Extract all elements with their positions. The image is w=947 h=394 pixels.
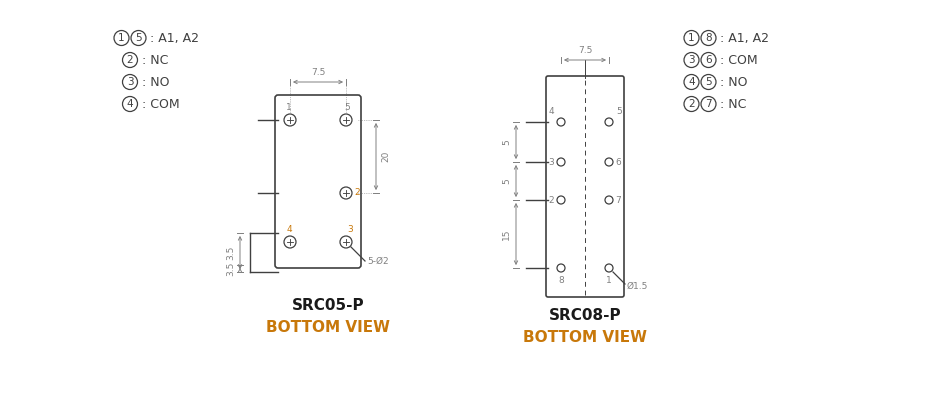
Text: 4: 4 (127, 99, 134, 109)
Text: : NC: : NC (720, 97, 746, 110)
Text: : NC: : NC (141, 54, 168, 67)
Text: : A1, A2: : A1, A2 (720, 32, 769, 45)
Text: : COM: : COM (141, 97, 179, 110)
Text: 8: 8 (706, 33, 712, 43)
Text: : COM: : COM (720, 54, 758, 67)
Text: 2: 2 (354, 188, 360, 197)
Text: 7: 7 (706, 99, 712, 109)
Text: 7: 7 (615, 195, 620, 204)
Text: 7.5: 7.5 (578, 46, 592, 55)
Text: SRC05-P: SRC05-P (292, 297, 365, 312)
Text: 1: 1 (118, 33, 125, 43)
Text: 8: 8 (558, 276, 563, 285)
Text: 2: 2 (688, 99, 695, 109)
Text: 7.5: 7.5 (311, 68, 325, 77)
Text: 5: 5 (135, 33, 142, 43)
Text: 3.5: 3.5 (226, 261, 235, 276)
Text: 4: 4 (688, 77, 695, 87)
Text: 1: 1 (606, 276, 612, 285)
Text: 1: 1 (286, 103, 292, 112)
Text: 3: 3 (347, 225, 352, 234)
Text: 5: 5 (616, 107, 622, 116)
Text: 2: 2 (548, 195, 554, 204)
Text: : NO: : NO (720, 76, 747, 89)
Text: 15: 15 (502, 228, 511, 240)
Text: 3: 3 (127, 77, 134, 87)
Text: 3: 3 (548, 158, 554, 167)
Text: 4: 4 (286, 225, 292, 234)
Text: SRC08-P: SRC08-P (548, 307, 621, 323)
Text: 3.5: 3.5 (226, 245, 235, 260)
Text: 5: 5 (502, 178, 511, 184)
Text: BOTTOM VIEW: BOTTOM VIEW (266, 320, 390, 336)
Text: 20: 20 (381, 151, 390, 162)
Text: Ø1.5: Ø1.5 (627, 281, 649, 290)
Text: 5: 5 (502, 139, 511, 145)
Text: 1: 1 (688, 33, 695, 43)
Text: 5: 5 (344, 103, 349, 112)
Text: : A1, A2: : A1, A2 (150, 32, 199, 45)
Text: 3: 3 (688, 55, 695, 65)
Text: BOTTOM VIEW: BOTTOM VIEW (523, 331, 647, 346)
Text: 6: 6 (706, 55, 712, 65)
Text: 5-Ø2: 5-Ø2 (367, 256, 388, 266)
Text: 5: 5 (706, 77, 712, 87)
Text: : NO: : NO (141, 76, 169, 89)
Text: 6: 6 (615, 158, 620, 167)
Text: 4: 4 (548, 107, 554, 116)
Text: 2: 2 (127, 55, 134, 65)
